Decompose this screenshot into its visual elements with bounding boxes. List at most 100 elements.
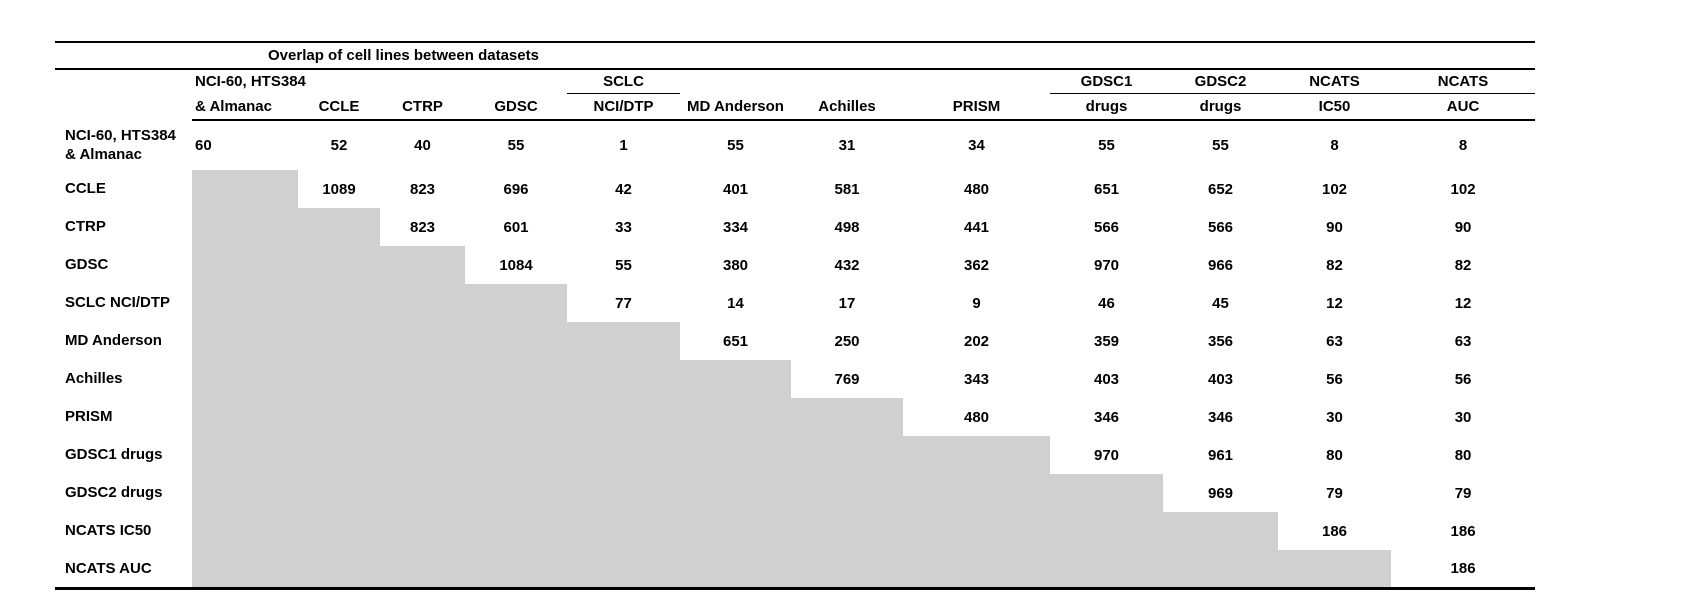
- shaded-cell: [298, 284, 380, 322]
- col-header-ncats-auc-line2: AUC: [1391, 93, 1536, 121]
- value-cell: 823: [409, 218, 436, 236]
- value-cell: 45: [1212, 294, 1229, 312]
- value-cell: 652: [1207, 180, 1234, 198]
- value-cell: 30: [1326, 408, 1343, 426]
- col-header-blank: [680, 69, 791, 93]
- shaded-cell: [791, 474, 903, 512]
- shaded-cell: [380, 512, 465, 550]
- shaded-cell: [680, 512, 791, 550]
- value-cell: 46: [1098, 294, 1115, 312]
- shaded-cell: [465, 436, 567, 474]
- col-header-ccle: CCLE: [298, 93, 380, 121]
- value-cell: 1084: [499, 256, 533, 274]
- table-title: Overlap of cell lines between datasets: [192, 42, 1536, 70]
- col-header-gdsc1-line2: drugs: [1050, 93, 1163, 121]
- value-cell: 1089: [322, 180, 356, 198]
- header-spacer: [55, 69, 192, 93]
- header-row-line2: & Almanac CCLE CTRP GDSC NCI/DTP MD Ande…: [55, 93, 1536, 121]
- shaded-cell: [298, 436, 380, 474]
- shaded-cell: [680, 436, 791, 474]
- value-cell: 102: [1450, 180, 1476, 198]
- value-cell: 56: [1454, 370, 1472, 388]
- value-cell: 9: [972, 294, 981, 312]
- shaded-cell: [192, 512, 298, 550]
- shaded-cell: [465, 398, 567, 436]
- value-cell: 102: [1321, 180, 1348, 198]
- value-cell: 651: [722, 332, 749, 350]
- shaded-cell: [298, 474, 380, 512]
- row-label: CTRP: [65, 218, 106, 236]
- col-header-ncats-auc-line1: NCATS: [1391, 69, 1536, 94]
- shaded-cell: [465, 284, 567, 322]
- value-cell: 480: [963, 408, 990, 426]
- row-label: NCATS IC50: [65, 522, 152, 540]
- value-cell: 432: [834, 256, 860, 274]
- shaded-cell: [465, 512, 567, 550]
- col-header-prism: PRISM: [903, 93, 1050, 121]
- value-cell: 17: [838, 294, 856, 312]
- header-spacer: [55, 93, 192, 120]
- value-cell: 343: [963, 370, 990, 388]
- overlap-table: Overlap of cell lines between datasets N…: [55, 41, 1536, 590]
- value-cell: 566: [1093, 218, 1120, 236]
- table-row: PRISM 480 346 346 30 30: [55, 398, 1535, 436]
- value-cell: 380: [722, 256, 749, 274]
- value-cell: 362: [963, 256, 990, 274]
- value-cell: 356: [1207, 332, 1234, 350]
- value-cell: 186: [1450, 559, 1476, 577]
- col-header-blank: [903, 69, 1050, 93]
- value-cell: 90: [1326, 218, 1343, 236]
- value-cell: 31: [838, 137, 856, 154]
- col-header-nci60-line2: & Almanac: [192, 93, 298, 121]
- shaded-cell: [1163, 550, 1278, 588]
- value-cell: 33: [615, 218, 632, 236]
- shaded-cell: [192, 170, 298, 208]
- value-cell: 334: [722, 218, 749, 236]
- shaded-cell: [680, 474, 791, 512]
- row-label: Achilles: [65, 370, 123, 388]
- value-cell: 55: [727, 137, 744, 154]
- value-cell: 82: [1326, 256, 1343, 274]
- shaded-cell: [1050, 474, 1163, 512]
- value-cell: 601: [503, 218, 529, 236]
- table-row: GDSC2 drugs 969 79 79: [55, 474, 1535, 512]
- value-cell: 55: [615, 256, 632, 274]
- shaded-cell: [192, 208, 298, 246]
- shaded-cell: [567, 512, 680, 550]
- table-row: GDSC 1084 55 380 432 362 970 966 82 82: [55, 246, 1535, 284]
- value-cell: 480: [963, 180, 990, 198]
- shaded-cell: [1050, 550, 1163, 588]
- shaded-cell: [298, 398, 380, 436]
- shaded-cell: [192, 322, 298, 360]
- value-cell: 8: [1330, 137, 1339, 154]
- shaded-cell: [680, 550, 791, 588]
- shaded-cell: [298, 246, 380, 284]
- value-cell: 186: [1450, 522, 1476, 540]
- shaded-cell: [465, 550, 567, 588]
- shaded-cell: [192, 436, 298, 474]
- value-cell: 969: [1207, 484, 1234, 502]
- shaded-cell: [380, 398, 465, 436]
- shaded-cell: [791, 436, 903, 474]
- value-cell: 970: [1093, 446, 1120, 464]
- value-cell: 12: [1454, 294, 1472, 312]
- shaded-cell: [1050, 512, 1163, 550]
- value-cell: 40: [414, 137, 431, 154]
- value-cell: 1: [619, 137, 628, 154]
- table-title-row: Overlap of cell lines between datasets: [55, 42, 1536, 70]
- value-cell: 34: [968, 137, 985, 154]
- row-label: GDSC: [65, 256, 109, 274]
- value-cell: 823: [409, 180, 436, 198]
- col-header-gdsc: GDSC: [465, 93, 567, 121]
- value-cell: 55: [507, 137, 525, 154]
- shaded-cell: [380, 246, 465, 284]
- shaded-cell: [791, 550, 903, 588]
- value-cell: 696: [503, 180, 529, 198]
- col-header-achilles: Achilles: [791, 93, 903, 121]
- value-cell: 346: [1093, 408, 1120, 426]
- col-header-ncats-ic50-line2: IC50: [1278, 93, 1391, 121]
- shaded-cell: [680, 360, 791, 398]
- table-row: CCLE 1089 823 696 42 401 581 480 651 652 102 102: [55, 170, 1535, 208]
- value-cell: 52: [330, 137, 348, 154]
- col-header-gdsc2-line1: GDSC2: [1163, 69, 1278, 94]
